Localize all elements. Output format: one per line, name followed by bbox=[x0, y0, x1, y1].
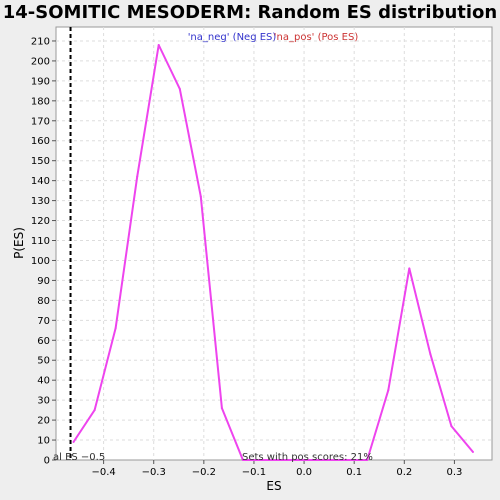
y-tick-label: 90 bbox=[37, 276, 50, 287]
y-tick-label: 120 bbox=[31, 216, 50, 227]
legend-entry-pos: 'na_pos' (Pos ES) bbox=[274, 32, 359, 43]
data-point bbox=[366, 459, 369, 461]
y-tick-label: 50 bbox=[37, 356, 50, 367]
x-tick-label: 0.2 bbox=[396, 467, 412, 478]
y-tick-label: 190 bbox=[31, 76, 50, 87]
y-axis-label: P(ES) bbox=[12, 227, 26, 259]
x-tick-label: −0.2 bbox=[192, 467, 216, 478]
y-tick-label: 150 bbox=[31, 156, 50, 167]
y-tick-label: 140 bbox=[31, 176, 50, 187]
x-tick-label: −0.1 bbox=[242, 467, 266, 478]
x-tick-label: −0.3 bbox=[142, 467, 166, 478]
x-tick-label: 0.0 bbox=[296, 467, 312, 478]
data-point bbox=[157, 43, 160, 46]
y-tick-label: 20 bbox=[37, 416, 50, 427]
pos-scores-annotation: Sets with pos scores: 21% bbox=[242, 452, 373, 463]
y-tick-label: 100 bbox=[31, 256, 50, 267]
y-tick-label: 170 bbox=[31, 116, 50, 127]
x-tick-label: −0.4 bbox=[91, 467, 115, 478]
data-point bbox=[241, 459, 244, 461]
data-point bbox=[429, 353, 432, 356]
y-tick-label: 70 bbox=[37, 316, 50, 327]
y-tick-label: 0 bbox=[44, 456, 50, 467]
y-tick-label: 40 bbox=[37, 376, 50, 387]
y-tick-label: 30 bbox=[37, 396, 50, 407]
chart-title: 14-SOMITIC MESODERM: Random ES distribut… bbox=[3, 2, 498, 23]
y-tick-label: 160 bbox=[31, 136, 50, 147]
y-axis-ticks: 0 10 20 30 40 50 60 70 80 90 100 110 120 130 140 150 160… bbox=[31, 36, 56, 467]
data-point bbox=[199, 195, 202, 198]
y-tick-label: 60 bbox=[37, 336, 50, 347]
y-tick-label: 180 bbox=[31, 96, 50, 107]
data-point bbox=[114, 327, 117, 330]
x-axis-label: ES bbox=[266, 479, 281, 493]
marker-line-label: al ES −0.5 bbox=[53, 452, 105, 463]
data-point bbox=[408, 267, 411, 270]
legend-entry-neg: 'na_neg' (Neg ES) bbox=[188, 32, 277, 43]
grid-lines bbox=[56, 27, 492, 460]
data-point bbox=[72, 441, 75, 444]
y-tick-label: 210 bbox=[31, 36, 50, 47]
y-tick-label: 200 bbox=[31, 56, 50, 67]
y-tick-label: 130 bbox=[31, 196, 50, 207]
series-layer bbox=[72, 43, 474, 461]
y-tick-label: 10 bbox=[37, 436, 50, 447]
data-point bbox=[178, 87, 181, 90]
data-point bbox=[450, 425, 453, 428]
x-tick-label: 0.3 bbox=[446, 467, 462, 478]
data-point bbox=[471, 451, 474, 454]
plot-background bbox=[55, 26, 493, 461]
data-point bbox=[220, 407, 223, 410]
data-point bbox=[387, 389, 390, 392]
x-axis-ticks: −0.4 −0.3 −0.2 −0.1 0.0 0.1 0.2 0.3 bbox=[91, 460, 462, 478]
x-tick-label: 0.1 bbox=[346, 467, 362, 478]
y-tick-label: 110 bbox=[31, 236, 50, 247]
y-tick-label: 80 bbox=[37, 296, 50, 307]
data-point bbox=[136, 175, 139, 178]
data-point bbox=[93, 409, 96, 412]
